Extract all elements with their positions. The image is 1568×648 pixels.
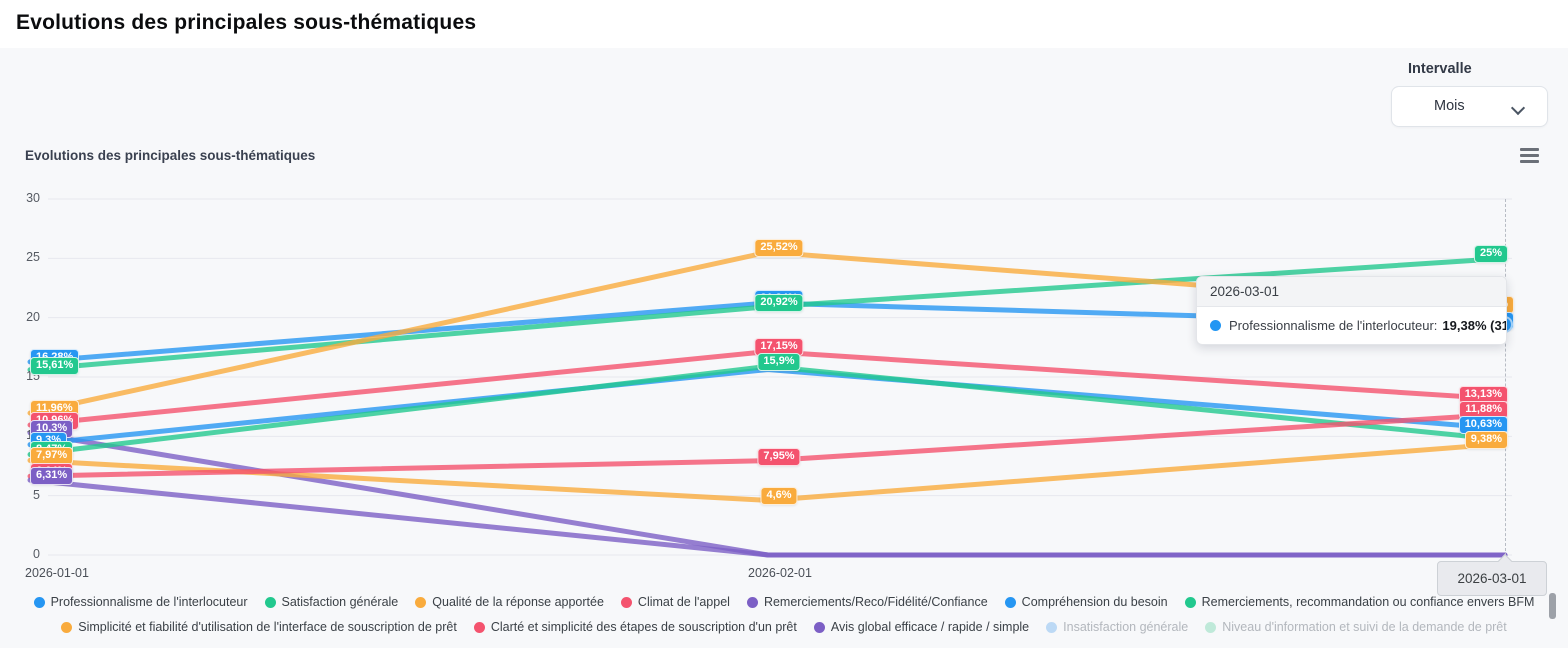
- legend-item[interactable]: Remerciements/Reco/Fidélité/Confiance: [746, 595, 988, 609]
- legend-series-dot-icon: [620, 596, 632, 608]
- legend-series-label: Climat de l'appel: [637, 595, 730, 609]
- legend-item[interactable]: Climat de l'appel: [620, 595, 730, 609]
- legend-series-label: Compréhension du besoin: [1021, 595, 1168, 609]
- legend-series-dot-icon: [264, 596, 276, 608]
- legend-item[interactable]: Professionnalisme de l'interlocuteur: [33, 595, 248, 609]
- legend-series-dot-icon: [746, 596, 758, 608]
- chart-menu-button[interactable]: [1518, 145, 1542, 167]
- legend-series-label: Niveau d'information et suivi de la dema…: [1222, 620, 1507, 634]
- legend-item[interactable]: Avis global efficace / rapide / simple: [813, 620, 1030, 634]
- legend-item[interactable]: Niveau d'information et suivi de la dema…: [1205, 620, 1507, 634]
- tooltip-series-value: 19,38% (31): [1442, 318, 1507, 333]
- header-band: [0, 0, 1568, 48]
- crosshair-line: [1505, 199, 1506, 561]
- legend-series-dot-icon: [1046, 621, 1058, 633]
- series-line[interactable]: [27, 367, 1508, 448]
- legend-series-label: Insatisfaction générale: [1063, 620, 1189, 634]
- legend-series-label: Clarté et simplicité des étapes de sousc…: [490, 620, 797, 634]
- legend-item[interactable]: Clarté et simplicité des étapes de sousc…: [473, 620, 797, 634]
- legend-item[interactable]: Insatisfaction générale: [1046, 620, 1188, 634]
- hamburger-icon: [1520, 148, 1539, 151]
- legend-series-dot-icon: [33, 596, 45, 608]
- legend-row-1: Professionnalisme de l'interlocuteur Sati…: [0, 595, 1568, 609]
- interval-selected-value: Mois: [1434, 98, 1465, 114]
- legend-series-dot-icon: [473, 621, 485, 633]
- legend-series-label: Simplicité et fiabilité d'utilisation de…: [78, 620, 457, 634]
- y-axis-tick-label: 20: [26, 309, 40, 324]
- tooltip-series-dot: [1210, 320, 1221, 331]
- y-axis-tick-label: 25: [26, 250, 40, 265]
- x-axis-tick-label: 2026-02-01: [748, 566, 812, 580]
- legend-series-label: Avis global efficace / rapide / simple: [830, 620, 1030, 634]
- legend-series-label: Remerciements, recommandation ou confian…: [1201, 595, 1535, 609]
- legend-series-dot-icon: [1004, 596, 1016, 608]
- legend-item[interactable]: Satisfaction générale: [264, 595, 399, 609]
- interval-label: Intervalle: [1408, 61, 1472, 77]
- legend-series-dot-icon: [1205, 621, 1217, 633]
- x-axis-tick-label: 2026-01-01: [25, 566, 89, 580]
- y-axis-tick-label: 0: [33, 547, 40, 561]
- legend-series-label: Remerciements/Reco/Fidélité/Confiance: [763, 595, 988, 609]
- scrollbar-thumb[interactable]: [1549, 593, 1556, 619]
- y-axis-tick-label: 5: [33, 487, 40, 502]
- legend-series-dot-icon: [813, 621, 825, 633]
- legend-series-label: Qualité de la réponse apportée: [432, 595, 604, 609]
- legend-item[interactable]: Compréhension du besoin: [1004, 595, 1168, 609]
- legend-item[interactable]: Remerciements, recommandation ou confian…: [1184, 595, 1535, 609]
- chart-title: Evolutions des principales sous-thématiq…: [25, 148, 316, 163]
- legend-series-label: Satisfaction générale: [281, 595, 399, 609]
- legend-item[interactable]: Qualité de la réponse apportée: [415, 595, 604, 609]
- y-axis-tick-label: 30: [26, 190, 40, 205]
- legend-row-2: Simplicité et fiabilité d'utilisation de…: [0, 620, 1568, 634]
- legend-series-dot-icon: [61, 621, 73, 633]
- interval-select[interactable]: Mois: [1391, 86, 1548, 127]
- legend-series-label: Professionnalisme de l'interlocuteur: [50, 595, 248, 609]
- series-line[interactable]: [27, 430, 1508, 558]
- chart-tooltip: 2026-03-01 Professionnalisme de l'interl…: [1196, 276, 1507, 345]
- page-title: Evolutions des principales sous-thématiq…: [16, 11, 477, 34]
- legend-series-dot-icon: [1184, 596, 1196, 608]
- tooltip-series-name: Professionnalisme de l'interlocuteur:: [1229, 318, 1438, 333]
- crosshair-axis-label: 2026-03-01: [1437, 553, 1547, 596]
- tooltip-date: 2026-03-01: [1197, 277, 1506, 307]
- series-line[interactable]: [27, 477, 1508, 558]
- y-axis-tick-label: 15: [26, 368, 40, 383]
- legend-series-dot-icon: [415, 596, 427, 608]
- legend-item[interactable]: Simplicité et fiabilité d'utilisation de…: [61, 620, 457, 634]
- y-axis-tick-label: 10: [26, 428, 40, 443]
